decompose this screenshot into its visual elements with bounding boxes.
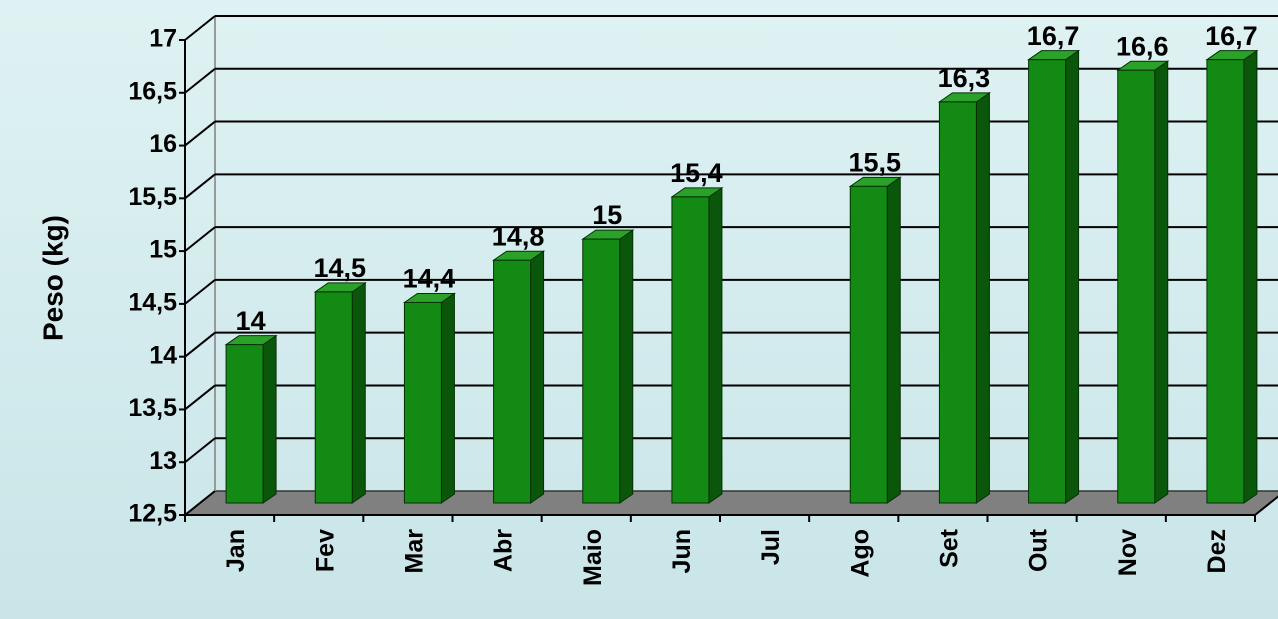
value-label: 14,8	[492, 221, 545, 251]
value-label: 15,5	[848, 147, 901, 177]
bar	[403, 301, 442, 504]
y-tick-label: 16,5	[128, 77, 177, 105]
x-tick-label: Set	[936, 528, 964, 568]
y-tick-label: 14	[149, 341, 177, 369]
x-tick-label: Fev	[311, 529, 339, 572]
bar	[938, 101, 977, 504]
y-tick-label: 13	[149, 447, 177, 475]
grid-line-side	[184, 173, 216, 200]
grid-line-side	[184, 384, 216, 411]
value-label: 15	[592, 200, 622, 230]
bar-side	[530, 250, 545, 504]
bar	[493, 259, 532, 504]
bar-side	[351, 281, 366, 504]
x-tick-label: Jan	[222, 529, 250, 572]
bar	[1028, 59, 1067, 504]
bar-side	[708, 186, 723, 504]
bar-side	[1065, 49, 1080, 504]
bar-side	[1154, 60, 1169, 504]
bar-side	[619, 229, 634, 504]
y-tick-label: 12,5	[128, 500, 177, 528]
grid-line-side	[184, 67, 216, 94]
y-tick-label: 15	[149, 236, 177, 264]
bar-side	[975, 91, 990, 504]
bar	[314, 291, 353, 504]
y-axis-label: Peso (kg)	[37, 215, 68, 341]
value-label: 16,7	[1027, 21, 1080, 51]
value-label: 16,3	[938, 63, 991, 93]
grid-line-side	[184, 279, 216, 305]
value-label: 14	[236, 306, 266, 336]
y-tick-label: 14,5	[128, 288, 177, 316]
x-tick-label: Ago	[846, 529, 874, 578]
grid-line-side	[184, 490, 216, 516]
y-tick-label: 15,5	[128, 183, 177, 211]
bar	[582, 238, 621, 504]
bar-side	[440, 292, 455, 504]
bar	[1206, 59, 1245, 504]
grid-line-side	[184, 15, 216, 41]
bar	[1117, 69, 1156, 504]
value-label: 14,5	[313, 253, 366, 283]
grid-line-side	[184, 331, 216, 358]
grid-line-side	[184, 437, 216, 464]
bar-side	[886, 176, 901, 504]
y-tick-label: 16	[149, 130, 177, 158]
floor-edge	[1254, 495, 1278, 516]
x-tick-label: Jul	[757, 529, 785, 565]
value-label: 16,7	[1205, 21, 1258, 51]
bar	[849, 185, 888, 504]
bar	[671, 196, 710, 504]
bar	[225, 344, 264, 504]
x-tick-label: Out	[1025, 528, 1053, 572]
x-tick-label: Mar	[401, 529, 429, 574]
y-tick-label: 13,5	[128, 394, 177, 422]
x-tick-label: Jun	[668, 529, 696, 573]
x-tick-label: Maio	[579, 529, 607, 586]
bar-side	[1243, 49, 1258, 504]
x-tick-label: Abr	[490, 529, 518, 572]
x-tick-label: Dez	[1203, 529, 1231, 573]
value-label: 15,4	[670, 158, 723, 188]
bar-side	[262, 334, 277, 504]
value-label: 14,4	[403, 264, 456, 294]
grid-line-side	[184, 226, 216, 252]
value-label: 16,6	[1116, 31, 1169, 61]
grid-line-side	[184, 120, 216, 147]
x-tick-label: Nov	[1114, 529, 1142, 576]
y-tick-label: 17	[149, 25, 177, 53]
